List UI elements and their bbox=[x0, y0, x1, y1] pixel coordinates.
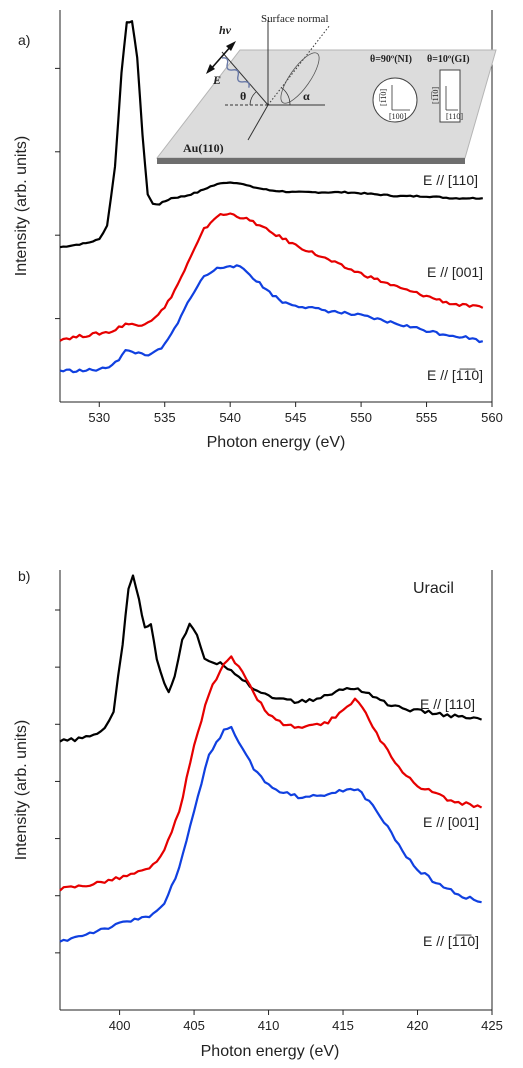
dotted-direction-line bbox=[267, 24, 331, 106]
panel-b-series-line-3 bbox=[59, 725, 482, 943]
panel-b-x-tick-label: 425 bbox=[481, 1018, 503, 1033]
panel-a-x-tick-label: 535 bbox=[154, 410, 176, 425]
gi-label: θ=10º(GI) bbox=[427, 54, 470, 65]
inset-normal-label: Surface normal bbox=[261, 13, 329, 25]
gi-vertical-label: [1̅1̅0] bbox=[431, 87, 440, 104]
alpha-arc bbox=[281, 87, 291, 106]
au-surface-slab-edge bbox=[157, 158, 465, 164]
panel-a-x-tick-label: 530 bbox=[88, 410, 110, 425]
panel-b-x-tick-label: 405 bbox=[183, 1018, 205, 1033]
panel-b-series-label-110: E // [110] bbox=[420, 696, 475, 712]
panel-a-series-label-110: E // [110] bbox=[423, 172, 478, 188]
panel-b-y-label: Intensity (arb. units) bbox=[13, 720, 30, 861]
inset-au-label: Au(110) bbox=[183, 141, 224, 155]
panel-b-series-line-1 bbox=[59, 574, 482, 743]
panel-a-x-tick-label: 560 bbox=[481, 410, 503, 425]
e-field-arrow bbox=[209, 44, 233, 71]
panel-a-ticks: 530 535 540 545 550 555 560 bbox=[88, 402, 503, 425]
projected-axis-line bbox=[247, 104, 269, 141]
panel-b-letter: b) bbox=[18, 568, 30, 584]
panel-b-x-label: Photon energy (eV) bbox=[201, 1043, 340, 1060]
panel-a-series-label-1-10: E // [1̅1̅0] bbox=[427, 367, 483, 383]
ni-vertical-label: [1̅1̅0] bbox=[379, 89, 388, 106]
inset-hv-label: hν bbox=[219, 23, 232, 37]
e-field-arrowhead-top bbox=[226, 41, 236, 51]
panel-a-series-line-1 bbox=[59, 20, 483, 249]
panel-a-y-tick-marks bbox=[55, 67, 60, 320]
angle-cone-ellipse bbox=[280, 52, 320, 104]
panel-b-ticks: 400 405 410 415 420 425 bbox=[109, 1010, 503, 1033]
e-field-arrowhead-bottom bbox=[206, 64, 215, 74]
panel-a-x-tick-label: 545 bbox=[285, 410, 307, 425]
panel-a: a) 530 535 540 545 550 555 560 Photon energy (… bbox=[13, 10, 503, 451]
panel-a-axes-frame bbox=[59, 10, 493, 403]
panel-b-series-label-1-10: E // [1̅1̅0] bbox=[423, 933, 479, 949]
geometry-inset: hν E Surface normal θ α Au(110) θ=90º(NI… bbox=[155, 13, 497, 164]
panel-a-series bbox=[59, 20, 484, 374]
panel-a-letter: a) bbox=[18, 32, 30, 48]
ni-label: θ=90º(NI) bbox=[370, 54, 412, 65]
ni-horizontal-label: [100] bbox=[389, 112, 407, 121]
panel-a-series-label-001: E // [001] bbox=[427, 264, 483, 280]
panel-a-y-label: Intensity (arb. units) bbox=[13, 136, 30, 277]
theta-arc bbox=[249, 91, 257, 106]
inset-e-label: E bbox=[212, 73, 221, 87]
panel-b-series-line-2 bbox=[59, 655, 483, 892]
panel-b-axes-frame bbox=[59, 570, 493, 1011]
panel-a-x-tick-label: 550 bbox=[350, 410, 372, 425]
inset-alpha-label: α bbox=[303, 89, 310, 103]
panel-b-x-tick-label: 420 bbox=[407, 1018, 429, 1033]
panel-b: b) 400 405 410 415 420 425 Photon energy (eV)… bbox=[13, 568, 503, 1060]
panel-a-x-tick-label: 540 bbox=[219, 410, 241, 425]
panel-b-series-label-001: E // [001] bbox=[423, 814, 479, 830]
panel-a-x-tick-label: 555 bbox=[416, 410, 438, 425]
incoming-beam-line bbox=[221, 51, 269, 106]
panel-a-x-label: Photon energy (eV) bbox=[207, 434, 346, 451]
uracil-annotation: Uracil bbox=[413, 580, 454, 597]
panel-b-series bbox=[59, 574, 483, 943]
panel-a-series-line-2 bbox=[59, 212, 484, 342]
panel-a-series-line-3 bbox=[59, 264, 484, 374]
gi-horizontal-label: [110] bbox=[446, 112, 463, 121]
inset-theta-label: θ bbox=[240, 89, 246, 103]
panel-b-x-tick-label: 400 bbox=[109, 1018, 131, 1033]
ni-circle bbox=[372, 77, 418, 123]
gi-rect bbox=[439, 69, 461, 123]
panel-b-y-tick-marks bbox=[55, 609, 60, 954]
photon-wave bbox=[221, 57, 250, 88]
panel-b-x-tick-label: 410 bbox=[258, 1018, 280, 1033]
panel-b-x-tick-label: 415 bbox=[332, 1018, 354, 1033]
